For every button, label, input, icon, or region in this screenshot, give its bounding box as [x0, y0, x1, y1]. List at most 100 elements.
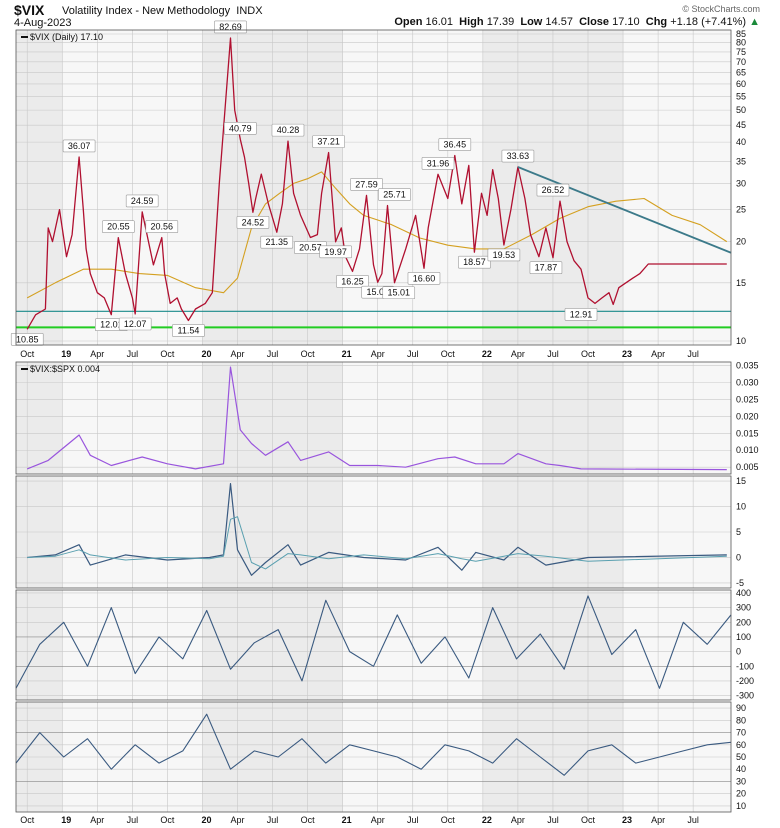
panel-frame: [15, 361, 732, 475]
price-annotation: 40.79: [229, 123, 252, 133]
panel-frame: [15, 589, 732, 701]
price-annotation: 37.21: [317, 137, 340, 147]
chg-value: +1.18 (+7.41%): [670, 16, 747, 28]
y-tick-label: -300: [736, 691, 754, 701]
y-tick-label: 0.035: [736, 360, 759, 370]
price-annotation-box: [102, 220, 135, 233]
price-annotation: 36.45: [444, 139, 467, 149]
price-annotation: 31.96: [427, 158, 450, 168]
price-annotation: 12.91: [570, 309, 593, 319]
x-tick-label: Oct: [301, 349, 316, 359]
y-tick-label: 90: [736, 703, 746, 713]
high-label: High: [459, 16, 484, 28]
y-tick-label: 0.015: [736, 428, 759, 438]
price-annotation-box: [319, 245, 352, 259]
y-tick-label: -100: [736, 661, 754, 671]
price-annotation: 12.07: [124, 319, 147, 329]
x-tick-label: Apr: [90, 815, 104, 825]
price-annotation-box: [382, 286, 416, 300]
price-annotation-box: [378, 188, 411, 201]
y-tick-label: 65: [736, 67, 746, 77]
watermark: © StockCharts.com: [682, 4, 760, 14]
year-band: [16, 362, 63, 474]
x-tick-label: 21: [342, 815, 352, 825]
x-tick-label: Apr: [511, 349, 525, 359]
x-tick-label: Oct: [20, 815, 35, 825]
price-annotation-box: [260, 235, 294, 249]
low-value: 14.57: [545, 16, 573, 28]
symbol-label: $VIX: [14, 2, 45, 18]
y-tick-label: 0.005: [736, 462, 759, 472]
price-annotation: 12.01: [100, 320, 123, 330]
x-tick-label: Apr: [90, 349, 104, 359]
price-annotation-box: [118, 317, 152, 331]
y-tick-label: 15: [736, 476, 746, 486]
price-annotation: 40.28: [277, 125, 300, 135]
legend-label: $VIX (Daily) 17.10: [30, 32, 103, 42]
price-annotation-box: [236, 216, 270, 229]
high-value: 17.39: [486, 16, 515, 28]
y-tick-label: 25: [736, 205, 746, 215]
price-annotation: 19.97: [324, 247, 347, 257]
oscillator-3-line: [15, 713, 732, 776]
x-tick-label: Jul: [687, 815, 699, 825]
x-tick-label: 20: [201, 815, 211, 825]
exchange-label: INDX: [236, 5, 263, 17]
oscillator-1-signal: [27, 516, 727, 570]
x-tick-label: 23: [622, 349, 632, 359]
price-annotation: 82.69: [219, 22, 242, 32]
y-tick-label: 50: [736, 105, 746, 115]
price-annotation: 20.55: [107, 222, 130, 232]
y-tick-label: 15: [736, 278, 746, 288]
x-tick-label: 22: [482, 349, 492, 359]
x-tick-label: Apr: [651, 815, 665, 825]
x-tick-label: 23: [622, 815, 632, 825]
close-value: 17.10: [612, 16, 640, 28]
open-label: Open: [394, 16, 423, 28]
price-annotation: 17.87: [535, 263, 558, 273]
ohlc-readout: Open 16.01 High 17.39 Low 14.57 Close 17…: [394, 16, 760, 28]
x-tick-label: Jul: [547, 349, 559, 359]
price-annotation-box: [172, 324, 205, 337]
index-full-name: Volatility Index - New Methodology: [62, 5, 231, 17]
price-annotation-box: [145, 220, 179, 233]
price-annotation: 16.60: [413, 273, 436, 283]
price-annotation: 11.54: [178, 325, 200, 335]
y-tick-label: 20: [736, 237, 746, 247]
x-tick-label: 22: [482, 815, 492, 825]
y-tick-label: 0: [736, 647, 741, 657]
price-annotation-box: [536, 183, 570, 197]
y-tick-label: 70: [736, 57, 746, 67]
price-annotation: 16.25: [341, 276, 364, 286]
panel-bg: [16, 362, 731, 474]
price-annotation-box: [125, 194, 159, 208]
ratio-line: [26, 366, 727, 471]
price-annotation-box: [564, 308, 598, 321]
y-tick-label: 40: [736, 764, 746, 774]
x-tick-label: Oct: [581, 815, 596, 825]
price-annotation: 25.71: [383, 190, 406, 200]
panel-frame: [15, 701, 732, 813]
y-tick-label: -5: [736, 578, 744, 588]
x-tick-label: Oct: [441, 349, 456, 359]
price-annotation-box: [224, 122, 257, 135]
price-annotation-box: [529, 261, 563, 275]
y-tick-label: 0: [736, 552, 741, 562]
y-tick-label: 55: [736, 91, 746, 101]
price-annotation-box: [336, 275, 369, 288]
price-annotation: 24.52: [242, 217, 265, 227]
y-tick-label: 100: [736, 632, 751, 642]
price-annotation: 19.53: [493, 250, 516, 260]
x-tick-label: Oct: [20, 349, 35, 359]
y-tick-label: 85: [736, 29, 746, 39]
y-tick-label: 200: [736, 617, 751, 627]
chg-up-icon: ▲: [749, 16, 760, 28]
low-label: Low: [520, 16, 543, 28]
price-annotation: 26.52: [542, 185, 565, 195]
y-tick-label: 40: [736, 137, 746, 147]
y-tick-label: 35: [736, 156, 746, 166]
y-tick-label: 0.030: [736, 377, 759, 387]
x-tick-label: 20: [201, 349, 211, 359]
x-tick-label: Apr: [231, 815, 245, 825]
y-tick-label: 400: [736, 588, 751, 598]
